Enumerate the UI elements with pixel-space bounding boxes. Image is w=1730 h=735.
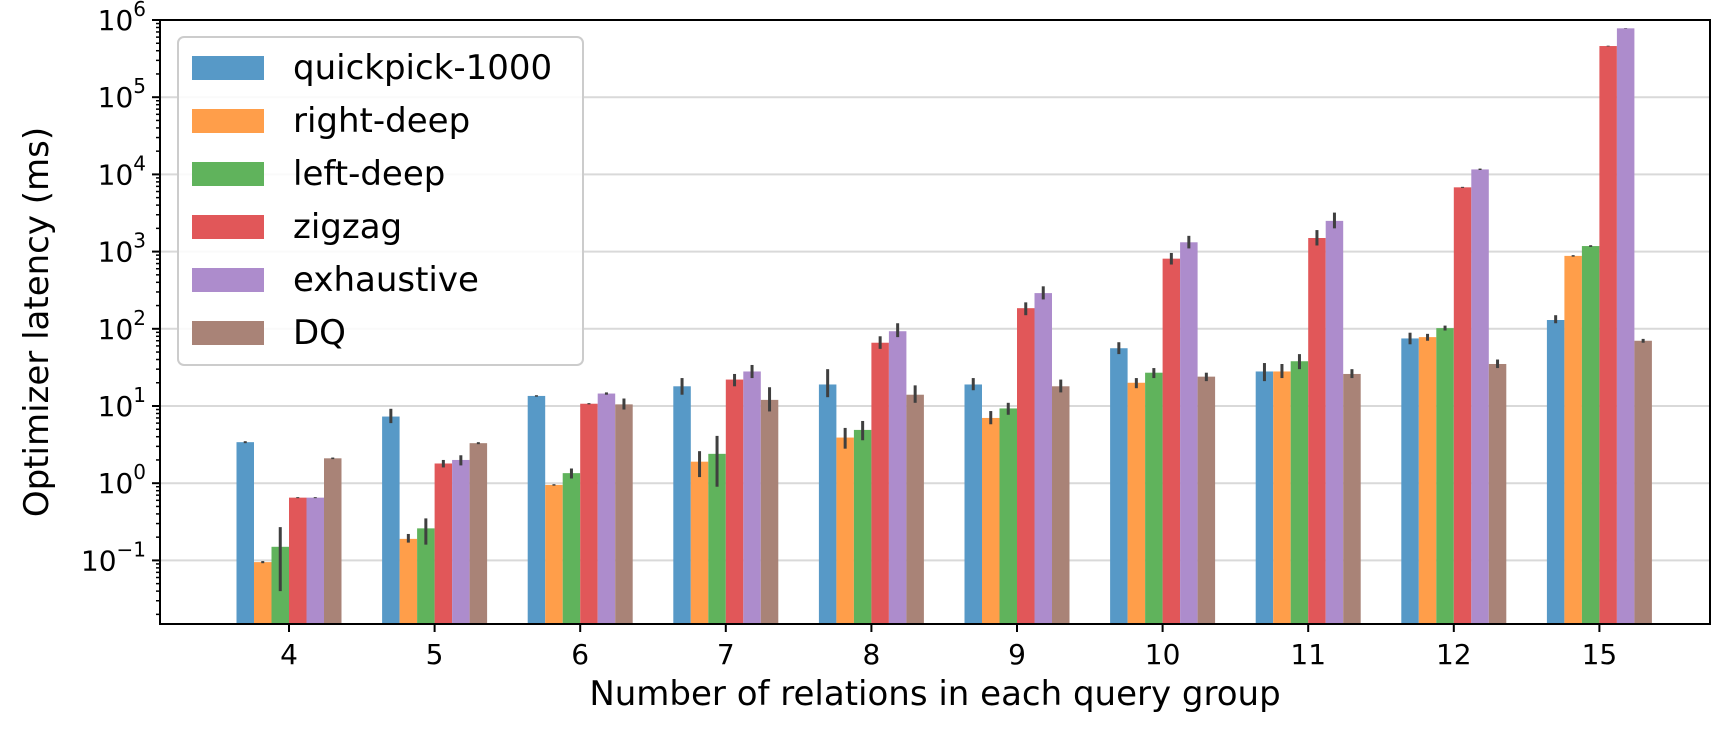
bar <box>562 473 581 624</box>
bar <box>1401 338 1419 624</box>
bar <box>1634 340 1652 624</box>
bar <box>1564 255 1582 624</box>
legend-box <box>177 36 584 366</box>
bar <box>1145 372 1163 624</box>
bar <box>999 408 1017 624</box>
bar <box>1599 46 1617 624</box>
y-tick-label: 104 <box>98 151 146 191</box>
legend-swatch <box>192 321 264 345</box>
x-axis: 4 5 6 7 8 9 10 11 12 15 <box>280 624 1617 671</box>
bar <box>1034 293 1052 624</box>
x-tick-label: 15 <box>1582 638 1618 671</box>
bar <box>1418 337 1437 624</box>
bar <box>417 528 435 624</box>
bar <box>1488 363 1507 624</box>
bar <box>1127 382 1146 624</box>
legend-label: right-deep <box>293 101 470 141</box>
bar <box>982 417 1000 624</box>
bar <box>836 437 854 624</box>
bar <box>760 399 779 624</box>
bar <box>527 395 546 624</box>
legend-label: exhaustive <box>293 260 479 300</box>
legend-label: zigzag <box>293 207 402 247</box>
y-tick-label: 102 <box>98 306 146 346</box>
y-axis-label: Optimizer latency (ms) <box>17 127 57 517</box>
legend-label: quickpick-1000 <box>293 48 552 88</box>
bars <box>236 28 1652 625</box>
bar <box>1343 373 1361 624</box>
bar <box>708 453 726 624</box>
legend: quickpick-1000 right-deep left-deep zigzag e… <box>177 36 584 366</box>
legend-swatch <box>192 215 264 239</box>
bar <box>580 403 598 624</box>
bar <box>1546 320 1565 624</box>
y-tick-label: 10−1 <box>81 537 146 577</box>
bar <box>853 429 872 624</box>
bar <box>1273 371 1291 624</box>
y-tick-label: 105 <box>98 74 146 114</box>
bar <box>469 443 488 624</box>
bar <box>888 331 907 624</box>
x-tick-label: 7 <box>717 638 735 671</box>
bar <box>306 497 324 624</box>
y-axis: 10−1 100 101 102 103 104 105 106 <box>81 0 160 616</box>
bar <box>743 371 761 624</box>
bar <box>1180 242 1198 624</box>
bar <box>725 379 744 624</box>
bar <box>1471 169 1489 624</box>
x-axis-label: Number of relations in each query group <box>589 674 1280 714</box>
bar <box>399 538 418 624</box>
y-tick-label: 106 <box>98 0 146 37</box>
bar <box>1052 386 1070 624</box>
bar <box>1308 238 1326 625</box>
plot-frame <box>159 19 1711 625</box>
x-tick-label: 6 <box>571 638 589 671</box>
x-tick-label: 9 <box>1008 638 1026 671</box>
bar <box>1017 308 1035 624</box>
legend-label: DQ <box>293 313 346 353</box>
x-tick-label: 5 <box>426 638 444 671</box>
bar <box>236 442 254 624</box>
legend-swatch <box>192 268 264 292</box>
x-tick-label: 4 <box>280 638 298 671</box>
legend-swatch <box>192 109 264 133</box>
bar <box>690 461 709 624</box>
bar <box>1325 220 1344 624</box>
bar <box>324 458 342 624</box>
error-bars <box>243 28 1645 592</box>
bar <box>1197 376 1216 624</box>
bar <box>254 562 272 624</box>
bar <box>871 342 889 624</box>
y-tick-label: 103 <box>98 229 146 269</box>
bar <box>1436 328 1454 624</box>
bar <box>1110 348 1128 624</box>
bar <box>434 463 453 624</box>
bar <box>1581 246 1600 624</box>
bar <box>1616 28 1635 625</box>
bar <box>1255 371 1274 624</box>
x-tick-label: 10 <box>1145 638 1181 671</box>
bar <box>615 404 633 624</box>
bar <box>818 384 837 624</box>
bar <box>289 497 307 624</box>
bar <box>545 484 563 624</box>
x-tick-label: 11 <box>1290 638 1326 671</box>
legend-swatch <box>192 162 264 186</box>
legend-swatch <box>192 56 264 80</box>
y-tick-label: 100 <box>98 460 146 500</box>
bar <box>382 416 400 624</box>
bar <box>452 459 470 624</box>
legend-label: left-deep <box>293 154 445 194</box>
bar <box>1453 187 1472 624</box>
bar <box>597 393 616 624</box>
bar <box>1162 258 1181 624</box>
x-tick-label: 8 <box>862 638 880 671</box>
bar <box>906 394 924 624</box>
bar <box>1290 361 1309 624</box>
bar <box>673 386 691 624</box>
y-tick-label: 101 <box>98 383 146 423</box>
x-tick-label: 12 <box>1436 638 1472 671</box>
bar <box>964 384 982 624</box>
